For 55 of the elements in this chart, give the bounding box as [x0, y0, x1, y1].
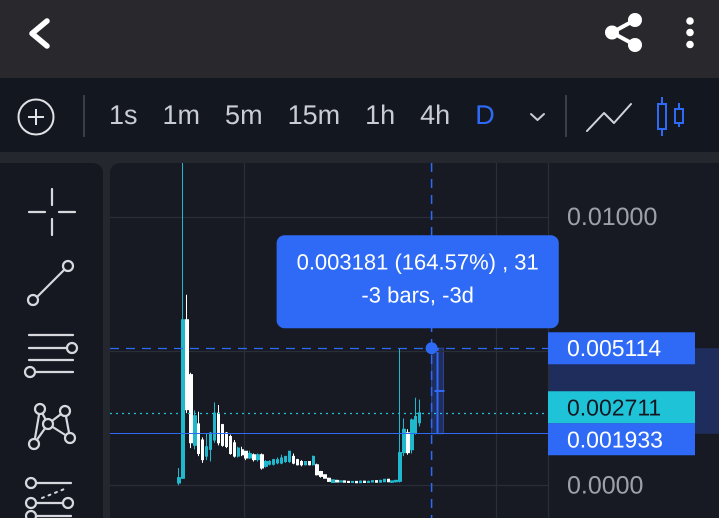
- candlestick: [237, 446, 240, 458]
- candlestick: [304, 460, 307, 466]
- candlestick: [383, 478, 386, 482]
- candlestick: [406, 428, 410, 456]
- ref-line-label: 0.005114: [567, 335, 662, 362]
- candlestick: [343, 480, 346, 483]
- text: 1s: [109, 100, 138, 130]
- candlestick: [371, 480, 374, 483]
- y-tick-label: 0.0000: [567, 472, 644, 500]
- candlestick: [248, 450, 252, 460]
- y-tick-label: 0.01000: [567, 202, 658, 231]
- candlestick: [387, 478, 390, 482]
- annotation: 0.003181 (164.57%) , 31: [296, 250, 539, 275]
- text: 1h: [365, 100, 396, 130]
- candlestick: [331, 478, 335, 484]
- text: 15m: [288, 100, 340, 130]
- text: 1m: [162, 100, 200, 130]
- ref-line-label: 0.001933: [567, 426, 663, 452]
- candlestick: [339, 480, 343, 483]
- candlestick: [308, 460, 311, 466]
- candlestick: [241, 446, 244, 457]
- candlestick: [260, 452, 264, 470]
- candlestick: [323, 474, 327, 480]
- candlestick: [363, 480, 366, 484]
- candlestick: [292, 452, 295, 465]
- candlestick: [264, 460, 268, 468]
- candlestick: [252, 452, 256, 462]
- candlestick: [375, 480, 378, 483]
- candlestick: [244, 450, 248, 461]
- candlestick: [335, 479, 339, 483]
- ref-line-label: 0.002711: [567, 394, 662, 420]
- candlestick: [312, 455, 315, 466]
- annotation: -3 bars, -3d: [361, 282, 474, 308]
- text: D: [475, 100, 495, 130]
- text: 5m: [225, 100, 263, 130]
- candlestick: [359, 480, 362, 484]
- candlestick: [217, 404, 220, 446]
- candlestick: [272, 458, 275, 466]
- candlestick: [256, 452, 260, 462]
- candlestick: [315, 463, 319, 476]
- candlestick: [205, 432, 208, 461]
- candlestick: [351, 480, 354, 484]
- candlestick: [327, 477, 331, 482]
- candlestick: [390, 480, 394, 484]
- candlestick: [347, 480, 350, 484]
- candlestick: [355, 480, 358, 484]
- candlestick: [379, 479, 382, 483]
- candlestick: [229, 434, 232, 456]
- candlestick: [300, 460, 303, 467]
- candlestick: [367, 480, 370, 484]
- candlestick: [268, 460, 271, 466]
- text: 4h: [420, 100, 450, 130]
- candlestick: [288, 450, 291, 464]
- candlestick: [276, 456, 279, 465]
- candlestick: [280, 454, 283, 465]
